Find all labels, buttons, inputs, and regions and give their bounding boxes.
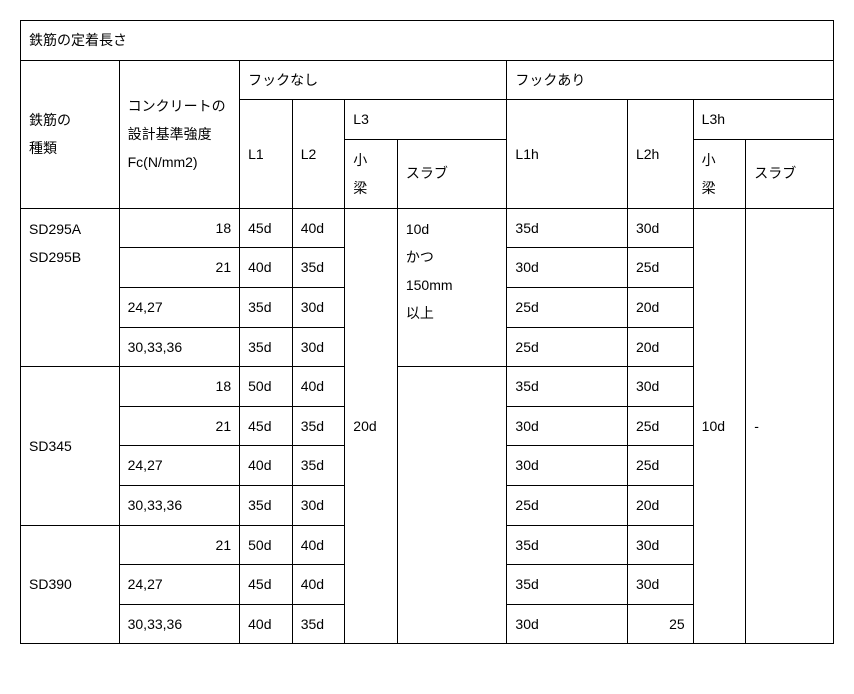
l1-value: 40d [240,446,293,486]
fc-value: 18 [119,367,240,407]
header-l3-slab: スラブ [397,139,507,208]
l1h-value: 35d [507,565,628,605]
l1-value: 40d [240,604,293,644]
l1-value: 50d [240,525,293,565]
l1h-value: 25d [507,485,628,525]
l2h-value: 25 [627,604,693,644]
l1-value: 35d [240,287,293,327]
l2-value: 35d [292,446,345,486]
fc-value: 30,33,36 [119,327,240,367]
l2h-value: 25d [627,406,693,446]
fc-value: 21 [119,248,240,288]
fc-value: 24,27 [119,287,240,327]
l2h-value: 30d [627,208,693,248]
l2-value: 40d [292,525,345,565]
header-l1h: L1h [507,100,628,209]
rebar-type-sd345: SD345 [21,367,120,525]
fc-value: 21 [119,525,240,565]
l1h-value: 30d [507,446,628,486]
l2-value: 35d [292,406,345,446]
header-l3-kobari: 小梁 [345,139,398,208]
header-concrete-strength: コンクリートの設計基準強度Fc(N/mm2) [119,60,240,208]
l1h-value: 35d [507,525,628,565]
l2h-value: 25d [627,248,693,288]
l1-value: 45d [240,565,293,605]
l1h-value: 25d [507,287,628,327]
l1h-value: 35d [507,367,628,407]
l2h-value: 30d [627,367,693,407]
l1-value: 35d [240,327,293,367]
header-rebar-type: 鉄筋の種類 [21,60,120,208]
header-l2: L2 [292,100,345,209]
header-l1: L1 [240,100,293,209]
table-title: 鉄筋の定着長さ [21,21,834,61]
l1h-value: 30d [507,406,628,446]
l2-value: 40d [292,367,345,407]
fc-value: 21 [119,406,240,446]
l3-slab-value: 10dかつ150mm以上 [397,208,507,366]
l1-value: 45d [240,208,293,248]
l2h-value: 20d [627,287,693,327]
header-with-hook: フックあり [507,60,834,100]
l2-value: 30d [292,485,345,525]
fc-value: 30,33,36 [119,604,240,644]
l1-value: 50d [240,367,293,407]
l2-value: 35d [292,604,345,644]
l3h-kobari-value: 10d [693,208,746,644]
l2-value: 40d [292,208,345,248]
fc-value: 30,33,36 [119,485,240,525]
l1h-value: 30d [507,604,628,644]
fc-value: 18 [119,208,240,248]
l1-value: 40d [240,248,293,288]
l2-value: 30d [292,327,345,367]
l2h-value: 30d [627,565,693,605]
l2h-value: 30d [627,525,693,565]
l3-kobari-value: 20d [345,208,398,644]
fc-value: 24,27 [119,565,240,605]
rebar-type-sd390: SD390 [21,525,120,644]
l2-value: 35d [292,248,345,288]
anchorage-length-table: 鉄筋の定着長さ 鉄筋の種類 コンクリートの設計基準強度Fc(N/mm2) フック… [20,20,834,644]
l2-value: 40d [292,565,345,605]
l1h-value: 35d [507,208,628,248]
header-l3: L3 [345,100,507,140]
fc-value: 24,27 [119,446,240,486]
l1-value: 35d [240,485,293,525]
header-l2h: L2h [627,100,693,209]
header-l3h: L3h [693,100,833,140]
l3h-slab-value: - [746,208,834,644]
l1h-value: 25d [507,327,628,367]
l2-value: 30d [292,287,345,327]
l2h-value: 20d [627,485,693,525]
header-l3h-kobari: 小梁 [693,139,746,208]
l2h-value: 25d [627,446,693,486]
l1h-value: 30d [507,248,628,288]
rebar-type-sd295: SD295ASD295B [21,208,120,366]
header-no-hook: フックなし [240,60,507,100]
l1-value: 45d [240,406,293,446]
header-l3h-slab: スラブ [746,139,834,208]
l2h-value: 20d [627,327,693,367]
